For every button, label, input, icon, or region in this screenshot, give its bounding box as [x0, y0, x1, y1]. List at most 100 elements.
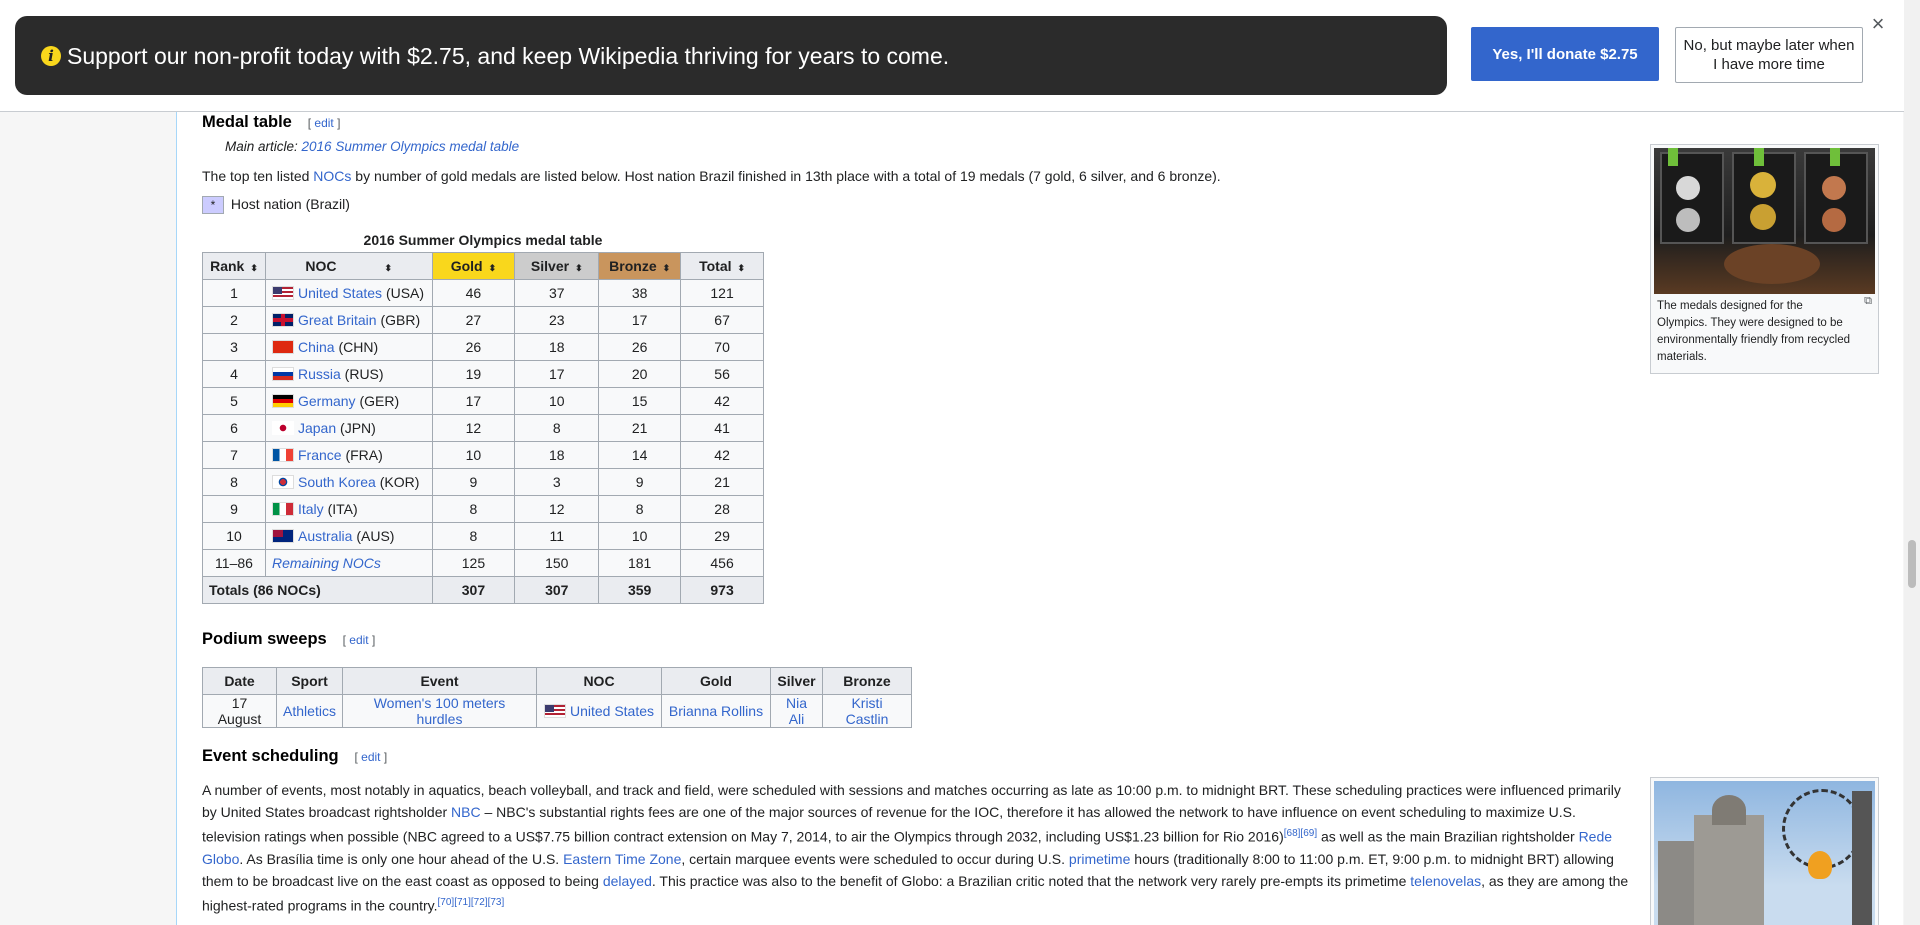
medal-rank: 9	[202, 495, 266, 523]
close-icon[interactable]: ×	[1871, 11, 1885, 36]
medal-row: 1 United States (USA) 46 37 38 121	[202, 279, 764, 307]
cauldron-image[interactable]	[1654, 781, 1875, 925]
medals-image[interactable]	[1654, 148, 1875, 294]
scrollbar[interactable]	[1904, 0, 1920, 925]
medal-bronze: 21	[598, 414, 682, 442]
sort-icon: ⬍	[575, 263, 583, 273]
country-link[interactable]: Great Britain	[297, 312, 377, 328]
medal-noc: Australia (AUS)	[264, 522, 433, 550]
ref-68-69-link[interactable]: [68][69]	[1283, 828, 1318, 839]
medal-gold: 8	[431, 522, 516, 550]
header-bronze[interactable]: Bronze ⬍	[598, 252, 682, 280]
nbc-link[interactable]: NBC	[451, 804, 481, 820]
medal-table-edit-link[interactable]: edit	[314, 116, 334, 130]
medal-noc: France (FRA)	[264, 441, 433, 469]
podium-sport-link[interactable]: Athletics	[283, 703, 336, 719]
scrollbar-thumb[interactable]	[1908, 540, 1916, 588]
podium-edit-link[interactable]: edit	[349, 633, 369, 647]
donate-button[interactable]: Yes, I'll donate $2.75	[1471, 27, 1659, 81]
info-icon: i	[41, 46, 61, 66]
medal-silver: 18	[514, 441, 600, 469]
sort-icon: ⬍	[250, 263, 258, 273]
medal-noc: China (CHN)	[264, 333, 433, 361]
medal-silver: 10	[514, 387, 600, 415]
country-code: (KOR)	[379, 474, 420, 490]
header-noc[interactable]: NOC ⬍	[264, 252, 433, 280]
country-code: (GBR)	[380, 312, 421, 328]
medal-gold: 46	[431, 279, 516, 307]
medal-noc: Great Britain (GBR)	[264, 306, 433, 334]
podium-header-row: Date Sport Event NOC Gold Silver Bronze	[202, 667, 912, 695]
medal-gold: 12	[431, 414, 516, 442]
ref-70-73-link[interactable]: [70][71][72][73]	[437, 896, 505, 908]
eastern-time-zone-link[interactable]: Eastern Time Zone	[563, 850, 682, 867]
medal-gold: 9	[431, 468, 516, 496]
remaining-nocs-link[interactable]: Remaining NOCs	[271, 555, 381, 571]
medal-silver: 8	[514, 414, 600, 442]
podium-header-date: Date	[202, 667, 277, 695]
medal-rank: 3	[202, 333, 266, 361]
medal-total: 70	[680, 333, 764, 361]
rede-globo-link[interactable]: Rede Globo	[202, 828, 1613, 867]
medal-total: 29	[680, 522, 764, 550]
header-total[interactable]: Total ⬍	[680, 252, 764, 280]
podium-silver-link[interactable]: Nia Ali	[785, 695, 807, 727]
medal-bronze: 38	[598, 279, 682, 307]
remaining-silver: 150	[514, 549, 600, 577]
medal-noc: Germany (GER)	[264, 387, 433, 415]
medal-row: 6 Japan (JPN) 12 8 21 41	[202, 414, 764, 442]
main-article-link[interactable]: 2016 Summer Olympics medal table	[301, 139, 520, 154]
country-link[interactable]: Australia	[297, 528, 353, 544]
header-gold[interactable]: Gold ⬍	[431, 252, 516, 280]
nocs-link[interactable]: NOCs	[313, 168, 352, 184]
medal-noc: Japan (JPN)	[264, 414, 433, 442]
country-code: (RUS)	[344, 366, 384, 382]
podium-gold-link[interactable]: Brianna Rollins	[668, 703, 764, 719]
medal-gold: 17	[431, 387, 516, 415]
medal-row: 2 Great Britain (GBR) 27 23 17 67	[202, 306, 764, 334]
country-link[interactable]: Germany	[297, 393, 356, 409]
country-link[interactable]: United States	[297, 285, 383, 301]
medal-row: 3 China (CHN) 26 18 26 70	[202, 333, 764, 361]
country-link[interactable]: Russia	[297, 366, 341, 382]
telenovelas-link[interactable]: telenovelas	[1410, 872, 1482, 889]
scheduling-edit-link[interactable]: edit	[361, 750, 381, 764]
medal-row: 4 Russia (RUS) 19 17 20 56	[202, 360, 764, 388]
fundraising-banner: i Support our non-profit today with $2.7…	[15, 16, 1447, 95]
medal-noc: Russia (RUS)	[264, 360, 433, 388]
podium-heading: Podium sweeps	[202, 630, 327, 648]
medal-rank: 4	[202, 360, 266, 388]
country-link[interactable]: France	[297, 447, 342, 463]
remaining-rank: 11–86	[202, 549, 266, 577]
medal-silver: 12	[514, 495, 600, 523]
enlarge-icon[interactable]: ⧉	[1864, 295, 1872, 307]
podium-noc-link[interactable]: United States	[569, 703, 655, 719]
medal-rank: 6	[202, 414, 266, 442]
medal-total: 41	[680, 414, 764, 442]
medal-table-caption: 2016 Summer Olympics medal table	[363, 232, 603, 248]
jpn-flag-icon	[271, 421, 294, 435]
podium-event-link[interactable]: Women's 100 meters hurdles	[373, 695, 506, 727]
usa-flag-icon	[543, 704, 566, 718]
aus-flag-icon	[271, 529, 294, 543]
totals-silver: 307	[514, 576, 600, 604]
podium-header-sport: Sport	[276, 667, 343, 695]
podium-bronze-link[interactable]: Kristi Castlin	[845, 695, 889, 727]
country-link[interactable]: South Korea	[297, 474, 376, 490]
medal-bronze: 15	[598, 387, 682, 415]
maybe-later-button[interactable]: No, but maybe later when I have more tim…	[1675, 27, 1863, 83]
banner-message: Support our non-profit today with $2.75,…	[67, 43, 950, 69]
ger-flag-icon	[271, 394, 294, 408]
country-link[interactable]: Italy	[297, 501, 324, 517]
primetime-link[interactable]: primetime	[1068, 850, 1131, 867]
medal-bronze: 17	[598, 306, 682, 334]
delayed-link[interactable]: delayed	[602, 872, 652, 889]
sort-icon: ⬍	[737, 263, 746, 273]
medal-total: 21	[680, 468, 764, 496]
medal-bronze: 9	[598, 468, 682, 496]
header-silver[interactable]: Silver ⬍	[514, 252, 600, 280]
country-link[interactable]: China	[297, 339, 335, 355]
header-rank[interactable]: Rank ⬍	[202, 252, 266, 280]
country-link[interactable]: Japan	[297, 420, 337, 436]
podium-header-event: Event	[342, 667, 537, 695]
